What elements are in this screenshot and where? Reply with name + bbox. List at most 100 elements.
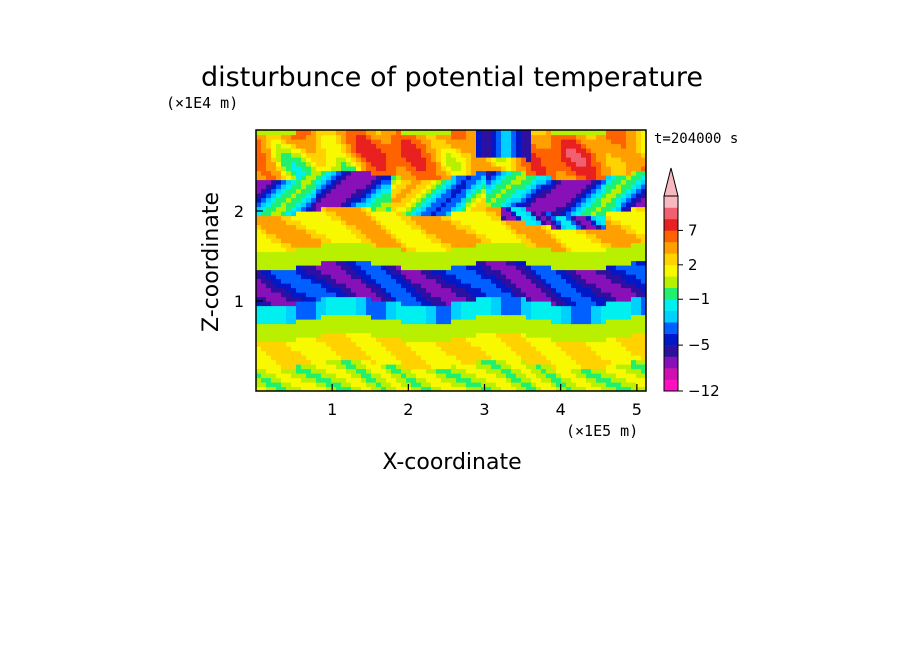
contour-cell xyxy=(526,152,532,158)
contour-cell xyxy=(341,224,347,230)
contour-cell xyxy=(581,355,587,361)
contour-cell xyxy=(526,328,532,334)
contour-cell xyxy=(446,251,452,257)
contour-cell xyxy=(451,364,457,370)
contour-cell xyxy=(436,296,442,302)
contour-cell xyxy=(376,314,382,320)
contour-cell xyxy=(466,314,472,320)
contour-cell xyxy=(311,211,317,217)
contour-cell xyxy=(456,386,462,391)
contour-cell xyxy=(261,134,267,140)
contour-cell xyxy=(551,157,557,163)
contour-cell xyxy=(341,130,347,136)
contour-cell xyxy=(321,175,327,181)
contour-cell xyxy=(446,346,452,352)
colorbar-swatch xyxy=(664,356,678,369)
contour-cell xyxy=(421,143,427,149)
contour-cell xyxy=(641,350,646,356)
contour-cell xyxy=(281,175,287,181)
contour-cell xyxy=(496,251,502,257)
contour-cell xyxy=(636,350,642,356)
contour-cell xyxy=(396,148,402,154)
contour-cell xyxy=(441,341,447,347)
contour-cell xyxy=(261,256,267,262)
contour-cell xyxy=(406,143,412,149)
contour-cell xyxy=(321,134,327,140)
contour-cell xyxy=(326,310,332,316)
contour-cell xyxy=(641,323,646,329)
contour-cell xyxy=(541,260,547,266)
contour-cell xyxy=(476,350,482,356)
contour-cell xyxy=(566,355,572,361)
contour-cell xyxy=(386,274,392,280)
contour-cell xyxy=(471,148,477,154)
contour-cell xyxy=(321,220,327,226)
contour-cell xyxy=(436,193,442,199)
contour-cell xyxy=(421,265,427,271)
contour-cell xyxy=(306,238,312,244)
contour-cell xyxy=(401,179,407,185)
contour-cell xyxy=(501,166,507,172)
contour-cell xyxy=(446,130,452,136)
contour-cell xyxy=(521,283,527,289)
contour-cell xyxy=(616,233,622,239)
contour-cell xyxy=(451,152,457,158)
contour-cell xyxy=(571,152,577,158)
contour-cell xyxy=(461,278,467,284)
contour-cell xyxy=(516,292,522,298)
contour-cell xyxy=(386,197,392,203)
contour-cell xyxy=(256,130,262,136)
contour-cell xyxy=(471,305,477,311)
contour-cell xyxy=(346,323,352,329)
contour-cell xyxy=(516,368,522,374)
contour-cell xyxy=(406,211,412,217)
contour-cell xyxy=(301,166,307,172)
contour-cell xyxy=(261,197,267,203)
contour-cell xyxy=(516,197,522,203)
contour-cell xyxy=(616,134,622,140)
contour-cell xyxy=(466,328,472,334)
contour-cell xyxy=(636,373,642,379)
contour-cell xyxy=(591,256,597,262)
contour-cell xyxy=(536,278,542,284)
contour-cell xyxy=(316,341,322,347)
contour-cell xyxy=(416,355,422,361)
contour-cell xyxy=(481,134,487,140)
contour-cell xyxy=(511,346,517,352)
contour-cell xyxy=(341,350,347,356)
contour-cell xyxy=(631,377,637,383)
contour-cell xyxy=(631,292,637,298)
contour-cell xyxy=(401,247,407,253)
contour-cell xyxy=(461,233,467,239)
contour-cell xyxy=(451,328,457,334)
contour-cell xyxy=(356,161,362,167)
contour-cell xyxy=(621,283,627,289)
contour-cell xyxy=(371,233,377,239)
contour-cell xyxy=(326,305,332,311)
contour-cell xyxy=(281,188,287,194)
contour-cell xyxy=(311,368,317,374)
contour-cell xyxy=(361,328,367,334)
contour-cell xyxy=(481,260,487,266)
contour-cell xyxy=(591,350,597,356)
contour-cell xyxy=(376,265,382,271)
contour-cell xyxy=(336,224,342,230)
contour-cell xyxy=(491,179,497,185)
contour-cell xyxy=(636,319,642,325)
contour-cell xyxy=(601,328,607,334)
contour-cell xyxy=(471,229,477,235)
contour-cell xyxy=(281,193,287,199)
contour-cell xyxy=(256,161,262,167)
contour-cell xyxy=(416,269,422,275)
contour-cell xyxy=(591,310,597,316)
contour-cell xyxy=(556,359,562,365)
contour-cell xyxy=(581,337,587,343)
contour-cell xyxy=(611,364,617,370)
contour-cell xyxy=(401,337,407,343)
contour-cell xyxy=(291,161,297,167)
contour-cell xyxy=(556,364,562,370)
contour-cell xyxy=(601,355,607,361)
contour-cell xyxy=(346,382,352,388)
contour-cell xyxy=(616,377,622,383)
